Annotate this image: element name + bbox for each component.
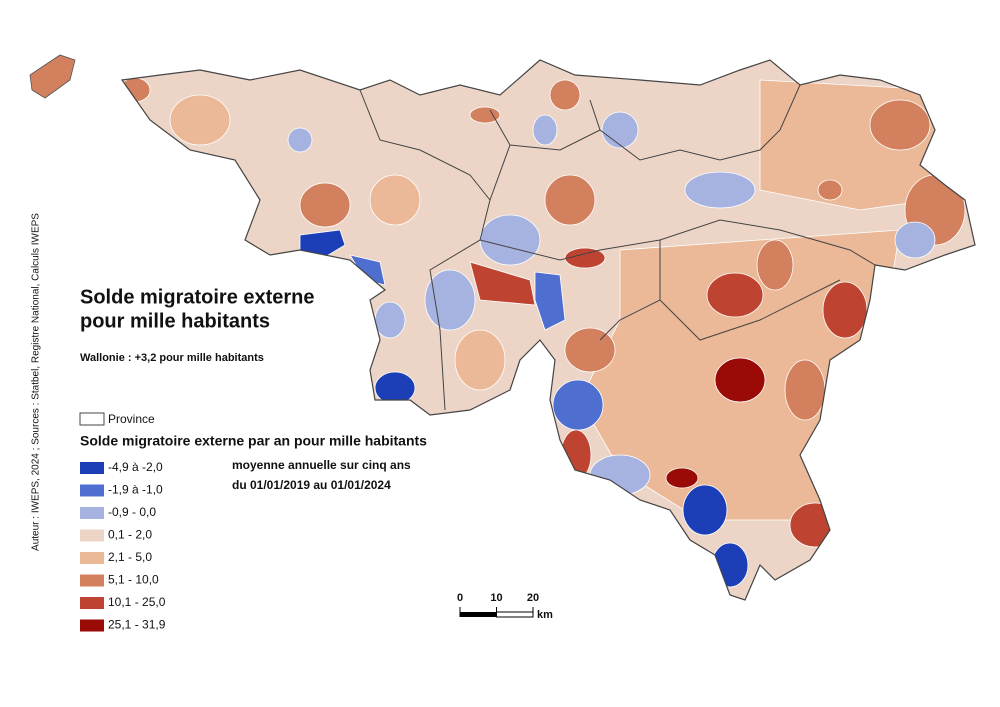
municipality: [424, 269, 476, 331]
municipality: [532, 114, 558, 146]
municipality: [469, 261, 536, 306]
municipality: [714, 357, 766, 403]
municipality: [784, 359, 826, 421]
municipality: [369, 174, 421, 226]
province-swatch: [79, 412, 105, 426]
municipality: [564, 327, 616, 373]
scale-bar: 0 10 20 km: [457, 592, 553, 621]
legend-swatch: [80, 462, 104, 474]
legend-swatch: [80, 484, 104, 497]
municipality: [479, 214, 541, 266]
municipality: [299, 182, 351, 228]
legend-swatch: [80, 619, 104, 632]
title-line: Solde migratoire externe: [80, 286, 315, 308]
legend-label: -4,9 à -2,0: [108, 460, 163, 474]
municipality: [374, 301, 406, 339]
municipality: [601, 111, 639, 149]
legend: -4,9 à -2,0 -1,9 à -1,0 -0,9 - 0,0 0,1 - 2,…: [80, 460, 166, 632]
legend-label: 0,1 - 2,0: [108, 528, 152, 542]
scale-tick-label: 10: [490, 592, 502, 604]
legend-note: du 01/01/2019 au 01/01/2024: [232, 478, 391, 492]
municipality: [789, 502, 841, 548]
municipality: [544, 174, 596, 226]
legend-swatch: [80, 507, 104, 519]
map: [29, 54, 976, 601]
legend-label: 25,1 - 31,9: [108, 618, 166, 632]
municipality: [169, 94, 231, 146]
legend-swatch: [80, 597, 104, 609]
municipality: [374, 371, 416, 405]
municipality: [682, 484, 728, 536]
province-label: Province: [108, 412, 155, 426]
municipality: [706, 272, 764, 318]
scale-segment: [460, 612, 497, 617]
municipality: [665, 467, 699, 489]
legend-title: Solde migratoire externe par an pour mil…: [80, 433, 427, 449]
municipality: [684, 171, 756, 209]
legend-note: moyenne annuelle sur cinq ans: [232, 458, 411, 472]
municipality: [817, 179, 843, 201]
municipality: [469, 106, 501, 124]
legend-label: -0,9 - 0,0: [108, 505, 156, 519]
municipality: [560, 429, 592, 481]
province-borders: [359, 84, 876, 411]
scale-tick-label: 0: [457, 592, 463, 604]
municipality: [454, 329, 506, 391]
municipality: [869, 99, 931, 151]
municipality: [564, 247, 606, 269]
legend-swatch: [80, 529, 104, 542]
scale-segment: [496, 611, 534, 618]
municipality: [156, 157, 194, 183]
municipality: [549, 79, 581, 111]
subtitle: Wallonie : +3,2 pour mille habitants: [80, 352, 264, 364]
legend-label: 10,1 - 25,0: [108, 595, 166, 609]
title-line: pour mille habitants: [80, 310, 270, 332]
scale-unit: km: [537, 609, 553, 621]
legend-label: -1,9 à -1,0: [108, 483, 163, 497]
municipality: [589, 454, 651, 496]
municipality: [534, 271, 566, 331]
legend-swatch: [80, 552, 104, 564]
enclave: [29, 54, 76, 99]
region-outline: [120, 59, 976, 601]
scale-tick-label: 20: [527, 592, 539, 604]
municipality: [756, 239, 794, 291]
legend-swatch: [80, 574, 104, 587]
municipality: [552, 379, 604, 431]
municipality: [822, 281, 868, 339]
legend-label: 2,1 - 5,0: [108, 550, 152, 564]
municipality: [287, 127, 313, 153]
municipality: [711, 542, 749, 588]
credit: Auteur : IWEPS, 2024 ; Sources : Statbel…: [31, 213, 42, 551]
legend-label: 5,1 - 10,0: [108, 573, 159, 587]
municipality: [894, 221, 936, 259]
